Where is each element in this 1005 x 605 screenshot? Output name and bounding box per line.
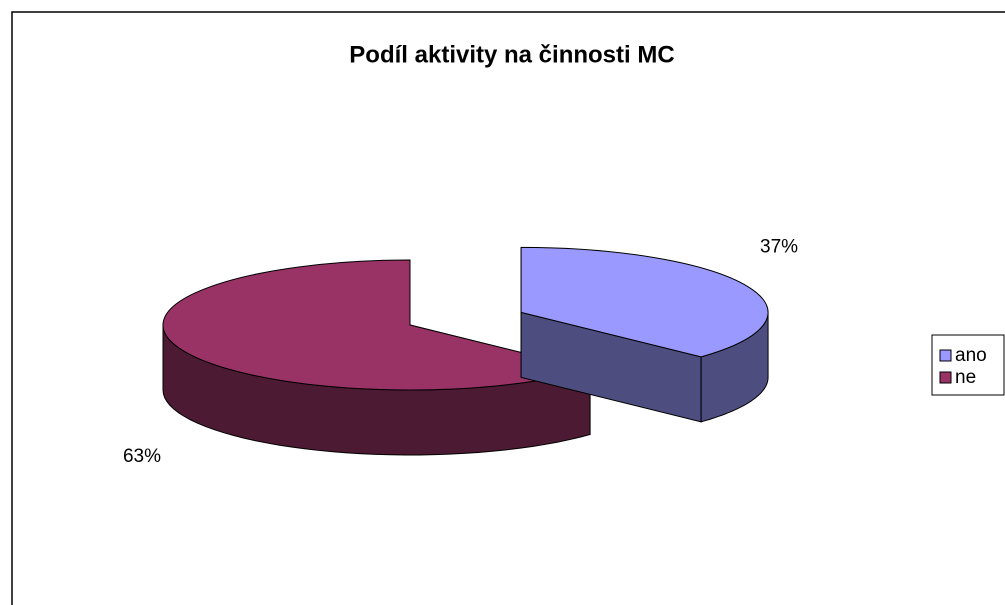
legend-swatch [939,371,952,384]
legend-label: ano [955,345,987,366]
legend-box [931,334,1005,396]
chart-title: Podíl aktivity na činnosti MC [349,41,674,68]
legend-swatch [939,349,952,362]
chart-border [11,11,1005,605]
data-label: 37% [760,236,798,257]
data-label: 63% [123,446,161,467]
pie-slice [520,246,769,358]
legend-label: ne [955,367,976,388]
pie-slice [162,259,593,391]
